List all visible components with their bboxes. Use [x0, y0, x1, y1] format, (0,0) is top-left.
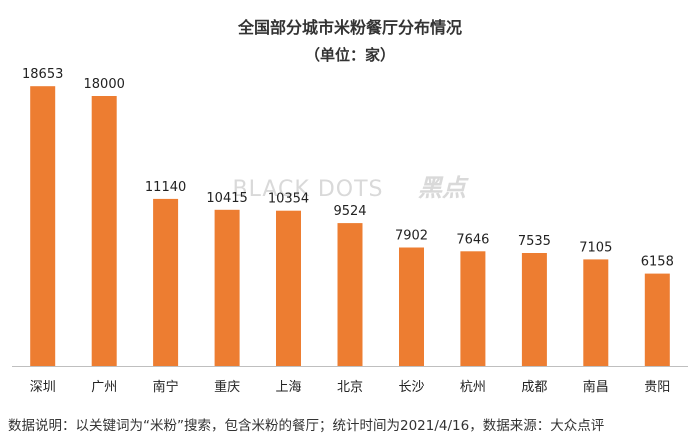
bar-5: [276, 210, 301, 366]
category-labels: 深圳 广州 南宁 重庆 上海 北京 长沙 杭州 成都 南昌 贵阳: [30, 379, 671, 395]
category-label-10: 南昌: [583, 379, 609, 395]
category-label-5: 上海: [275, 380, 301, 395]
bar-series: [30, 86, 670, 366]
bar-9: [521, 253, 547, 366]
value-label-9: 7535: [518, 234, 551, 249]
chart-title: 全国部分城市米粉餐厅分布情况: [237, 18, 462, 37]
watermark-cn: 黑点: [418, 174, 469, 202]
bar-7: [399, 247, 424, 366]
category-label-11: 贵阳: [644, 380, 670, 395]
value-label-4: 10415: [206, 191, 247, 206]
bar-1: [30, 86, 56, 366]
chart-subtitle: （单位：家）: [305, 46, 395, 64]
category-label-8: 杭州: [460, 380, 486, 395]
value-label-7: 7902: [395, 229, 428, 244]
bar-10: [583, 259, 609, 366]
value-label-1: 18653: [22, 67, 63, 82]
value-labels: 18653 18000 11140 10415 10354 9524 7902 7646 753…: [22, 67, 674, 269]
value-label-3: 11140: [145, 180, 186, 195]
value-label-10: 7105: [579, 240, 612, 255]
value-label-5: 10354: [268, 192, 309, 207]
category-label-3: 南宁: [153, 379, 179, 395]
value-label-2: 18000: [84, 77, 125, 92]
category-label-6: 北京: [337, 380, 363, 395]
category-label-1: 深圳: [30, 380, 56, 395]
value-label-6: 9524: [333, 204, 366, 219]
footnote: 数据说明：以关键词为“米粉”搜索，包含米粉的餐厅；统计时间为2021/4/16，…: [8, 418, 604, 434]
category-label-7: 长沙: [398, 380, 424, 395]
category-label-4: 重庆: [214, 379, 240, 395]
bar-6: [337, 223, 363, 366]
value-label-8: 7646: [456, 232, 489, 247]
bar-4: [214, 209, 240, 366]
category-label-9: 成都: [521, 380, 547, 395]
category-label-2: 广州: [91, 380, 117, 395]
bar-11: [644, 273, 670, 366]
watermark: BLACK DOTS 黑点: [233, 174, 469, 202]
value-label-11: 6158: [641, 255, 674, 270]
bar-2: [91, 96, 117, 366]
bar-3: [153, 198, 179, 366]
watermark-text: BLACK DOTS: [233, 177, 384, 202]
bar-8: [460, 251, 486, 366]
